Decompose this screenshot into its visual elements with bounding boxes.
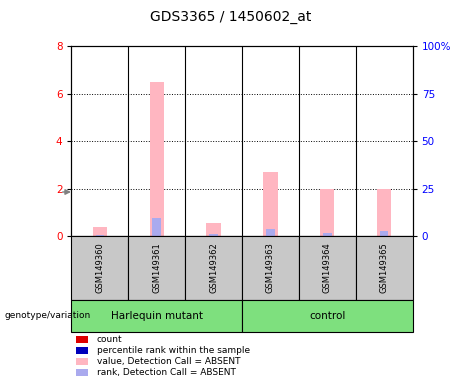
Bar xyxy=(185,236,242,300)
Bar xyxy=(242,300,413,332)
Text: GSM149361: GSM149361 xyxy=(152,242,161,293)
Text: control: control xyxy=(309,311,345,321)
Bar xyxy=(93,227,107,236)
Bar xyxy=(266,229,275,236)
Bar xyxy=(128,236,185,300)
Text: value, Detection Call = ABSENT: value, Detection Call = ABSENT xyxy=(97,357,240,366)
Text: GSM149365: GSM149365 xyxy=(380,242,389,293)
Bar xyxy=(299,236,356,300)
Bar xyxy=(71,236,128,300)
Bar xyxy=(377,189,391,236)
Text: GSM149364: GSM149364 xyxy=(323,242,332,293)
Bar xyxy=(207,223,221,236)
Bar xyxy=(153,218,161,236)
Bar xyxy=(323,233,331,236)
Bar xyxy=(263,172,278,236)
Bar xyxy=(95,235,104,236)
Bar xyxy=(242,236,299,300)
Bar xyxy=(380,232,389,236)
Text: GSM149362: GSM149362 xyxy=(209,242,218,293)
Bar xyxy=(71,300,242,332)
Bar xyxy=(150,82,164,236)
Text: GSM149363: GSM149363 xyxy=(266,242,275,293)
Text: genotype/variation: genotype/variation xyxy=(5,311,91,320)
Bar xyxy=(356,236,413,300)
Bar xyxy=(209,234,218,236)
Text: GDS3365 / 1450602_at: GDS3365 / 1450602_at xyxy=(150,10,311,23)
Text: GSM149360: GSM149360 xyxy=(95,242,104,293)
Text: Harlequin mutant: Harlequin mutant xyxy=(111,311,203,321)
Text: rank, Detection Call = ABSENT: rank, Detection Call = ABSENT xyxy=(97,367,236,377)
Text: percentile rank within the sample: percentile rank within the sample xyxy=(97,346,250,355)
Bar xyxy=(320,189,334,236)
Text: count: count xyxy=(97,335,123,344)
